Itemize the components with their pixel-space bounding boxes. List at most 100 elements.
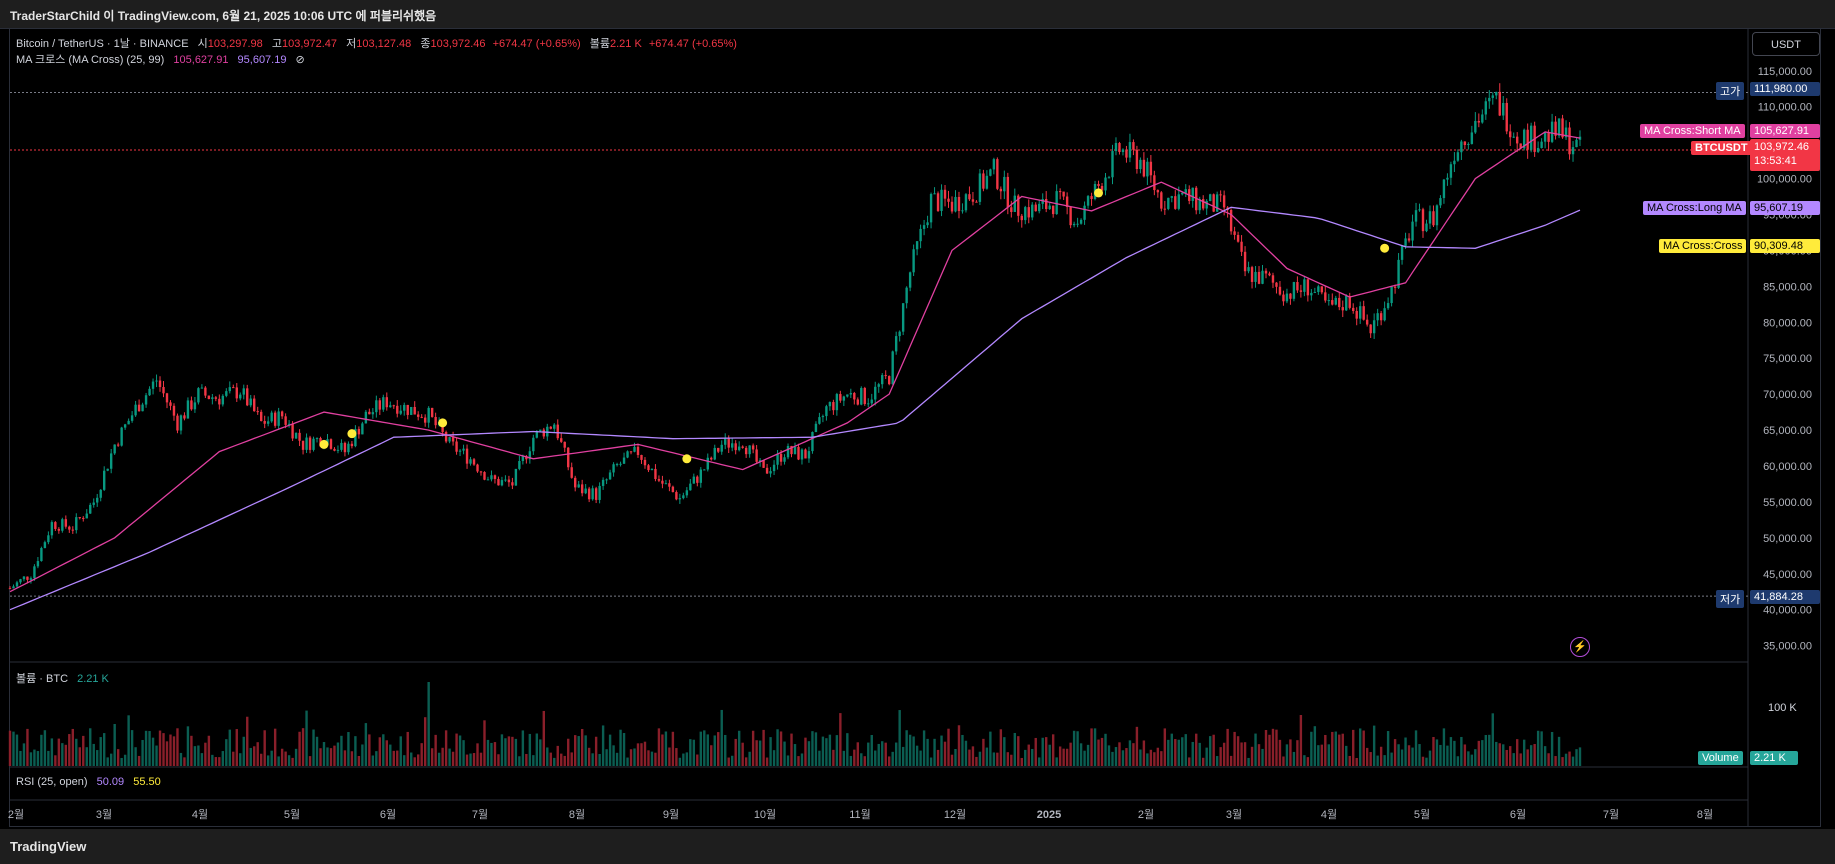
rsi-label: RSI (25, open) (16, 776, 88, 788)
volume-bar (1526, 749, 1529, 766)
ma-long-value: 95,607.19 (237, 54, 287, 66)
volume-bar (696, 754, 699, 766)
candle-body (1013, 195, 1016, 212)
candle-body (1359, 306, 1362, 319)
hidden-icon[interactable]: ⊘ (295, 54, 305, 66)
volume-bar (1128, 740, 1132, 766)
volume-bar (239, 753, 242, 766)
volume-bar (922, 730, 926, 766)
candle-body (1303, 279, 1306, 292)
candle-body (19, 579, 22, 583)
candle-body (710, 457, 713, 460)
volume-bar (1226, 728, 1229, 766)
candle-body (1282, 294, 1285, 302)
volume-bar (96, 750, 99, 766)
candle-body (277, 411, 280, 426)
x-tick-label: 12월 (944, 808, 966, 821)
candle-body (511, 482, 514, 486)
volume-bar (204, 742, 207, 766)
volume-bar (919, 750, 922, 766)
currency-button[interactable]: USDT (1752, 32, 1820, 56)
volume-bar (643, 741, 647, 766)
volume-bar (1509, 746, 1512, 766)
candle-body (1495, 91, 1498, 96)
volume-bar (560, 753, 563, 766)
candle-body (465, 448, 469, 464)
candle-body (298, 432, 301, 441)
lightning-icon[interactable]: ⚡ (1570, 637, 1590, 657)
candle-body (1372, 320, 1376, 334)
candle-body (926, 222, 929, 226)
candle-body (186, 400, 190, 419)
volume-bar (392, 750, 395, 766)
candle-body (1275, 282, 1278, 287)
volume-bar (190, 735, 193, 766)
volume-bar (36, 751, 40, 766)
volume-bar (706, 734, 709, 766)
candle-body (682, 495, 685, 499)
candle-body (190, 400, 193, 410)
y-tick-label: 60,000.00 (1763, 461, 1812, 473)
volume-bar (985, 747, 989, 766)
candle-body (608, 472, 612, 480)
volume-bar (399, 736, 402, 766)
volume-bar (1107, 745, 1111, 766)
candle-body (1554, 121, 1557, 136)
candle-body (1079, 219, 1083, 224)
candle-body (458, 450, 462, 452)
candle-body (89, 504, 92, 514)
volume-bar (1372, 725, 1376, 766)
chart-frame (9, 28, 1821, 827)
candle-body (828, 402, 832, 407)
candle-body (1369, 324, 1372, 334)
volume-bar (584, 735, 587, 766)
candle-body (357, 428, 361, 435)
candle-body (1526, 129, 1529, 150)
candle-body (957, 196, 961, 212)
candle-body (33, 566, 36, 579)
candle-body (1439, 198, 1442, 206)
candle-body (287, 423, 291, 425)
ma-legend[interactable]: MA 크로스 (MA Cross) (25, 99) 105,627.91 95… (16, 51, 305, 67)
candle-body (518, 461, 521, 469)
candle-body (776, 453, 779, 465)
volume-bar (472, 753, 476, 766)
volume-bar (211, 754, 214, 766)
change-value: +674.47 (+0.65%) (492, 38, 581, 50)
volume-bar (1191, 741, 1194, 766)
candle-body (493, 475, 497, 479)
volume-bar (874, 750, 877, 766)
x-tick-label: 3월 (96, 808, 112, 821)
candle-body (594, 488, 598, 500)
candle-body (1561, 118, 1564, 138)
volume-bar (556, 745, 559, 766)
volume-bar (50, 738, 54, 766)
cross-price-label: 90,309.48 (1750, 239, 1820, 253)
candle-body (891, 351, 894, 385)
volume-bar (1292, 751, 1296, 766)
volume-bar (1229, 755, 1233, 766)
volume-bar (134, 747, 137, 766)
volume-bar (504, 738, 507, 766)
candle-body (1072, 223, 1076, 226)
x-tick-label: 10월 (754, 808, 776, 821)
candle-body (308, 437, 312, 450)
candle-body (1191, 187, 1194, 201)
candle-body (1215, 194, 1219, 212)
volume-bar (612, 745, 615, 766)
volume-bar (382, 734, 385, 766)
volume-bar (162, 733, 165, 766)
candle-body (1292, 282, 1296, 299)
candle-body (1324, 292, 1327, 301)
candle-body (881, 375, 884, 385)
volume-bar (1564, 753, 1568, 766)
volume-legend: 볼륨 · BTC 2.21 K (16, 670, 109, 686)
candle-body (751, 445, 755, 450)
candle-body (514, 468, 518, 486)
volume-bar (158, 730, 162, 766)
candle-body (765, 467, 769, 474)
volume-bar (1432, 736, 1435, 766)
volume-bar (877, 743, 880, 766)
candle-body (1460, 141, 1463, 153)
